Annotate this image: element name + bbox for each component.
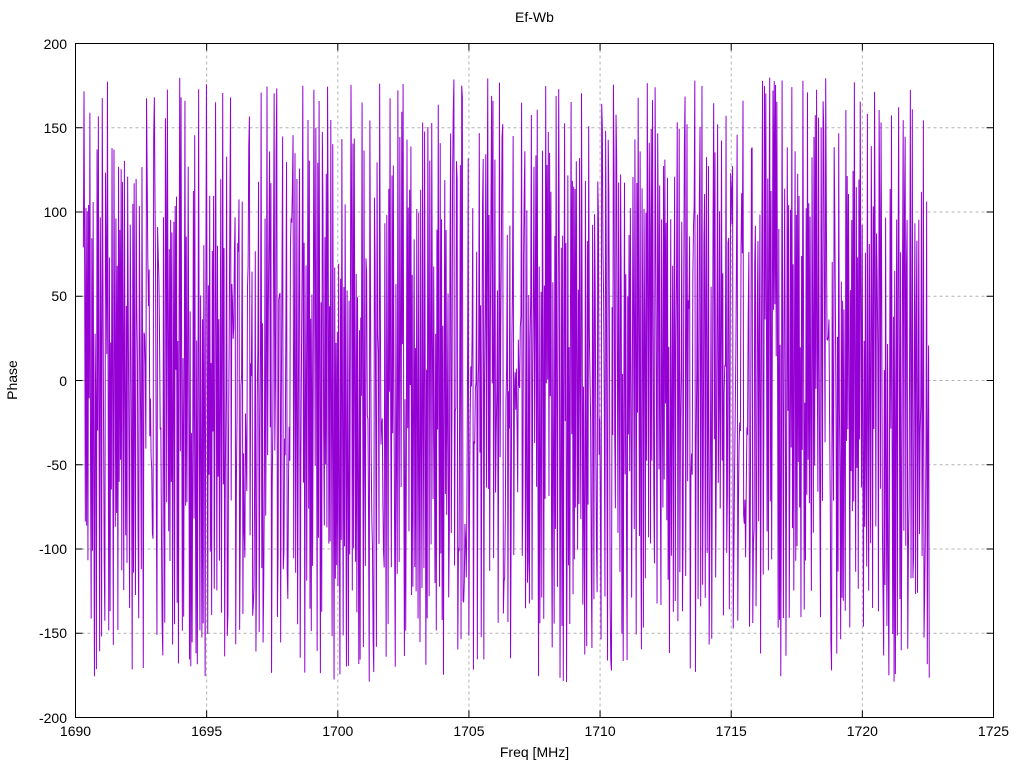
plot-border — [75, 43, 994, 718]
y-tick-label: 50 — [51, 288, 67, 305]
x-tick-label: 1705 — [453, 723, 485, 739]
x-tick-label: 1690 — [59, 723, 92, 739]
x-tick-label: 1695 — [191, 723, 223, 739]
y-tick-label: 150 — [43, 119, 67, 136]
x-tick-label: 1700 — [322, 723, 354, 739]
y-tick-label: -150 — [38, 625, 67, 642]
y-tick-label: 200 — [43, 35, 67, 52]
y-tick-label: 0 — [59, 372, 67, 389]
x-axis-label: Freq [MHz] — [499, 744, 570, 760]
y-tick-label: -100 — [38, 541, 67, 557]
y-tick-label: 100 — [43, 204, 67, 220]
x-tick-label: 1720 — [846, 723, 878, 739]
x-tick-label: 1715 — [715, 723, 747, 739]
y-tick-label: -50 — [46, 456, 67, 473]
y-tick-label: -200 — [38, 709, 67, 726]
x-tick-label: 1710 — [584, 723, 616, 739]
chart-title: Ef-Wb — [515, 9, 554, 25]
series-line-ef-wb — [82, 77, 930, 683]
x-tick-label: 1725 — [977, 723, 1010, 739]
